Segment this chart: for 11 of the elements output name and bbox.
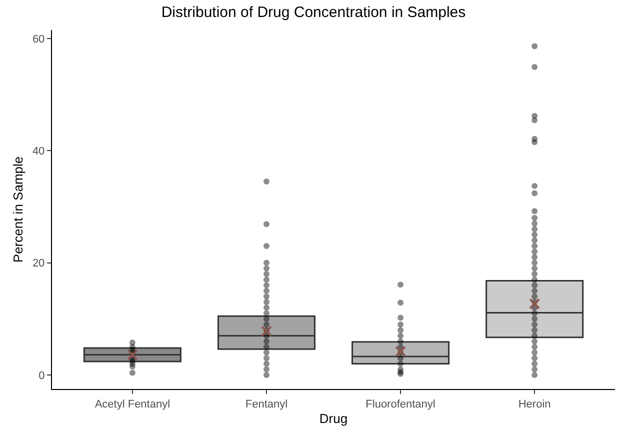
y-tick-label: 60 — [32, 33, 45, 46]
y-axis-title: Percent in Sample — [10, 156, 26, 263]
x-axis-title: Drug — [319, 410, 348, 426]
chart-title: Distribution of Drug Concentration in Samples — [161, 4, 466, 22]
y-tick-label: 20 — [32, 258, 45, 270]
x-tick-label: Fentanyl — [245, 398, 288, 410]
x-tick-label: Heroin — [518, 398, 551, 410]
x-tick-label: Fluorofentanyl — [366, 398, 436, 410]
y-tick-label: 40 — [32, 145, 45, 158]
x-tick-label: Acetyl Fentanyl — [94, 398, 170, 410]
y-tick-label: 0 — [38, 370, 45, 382]
